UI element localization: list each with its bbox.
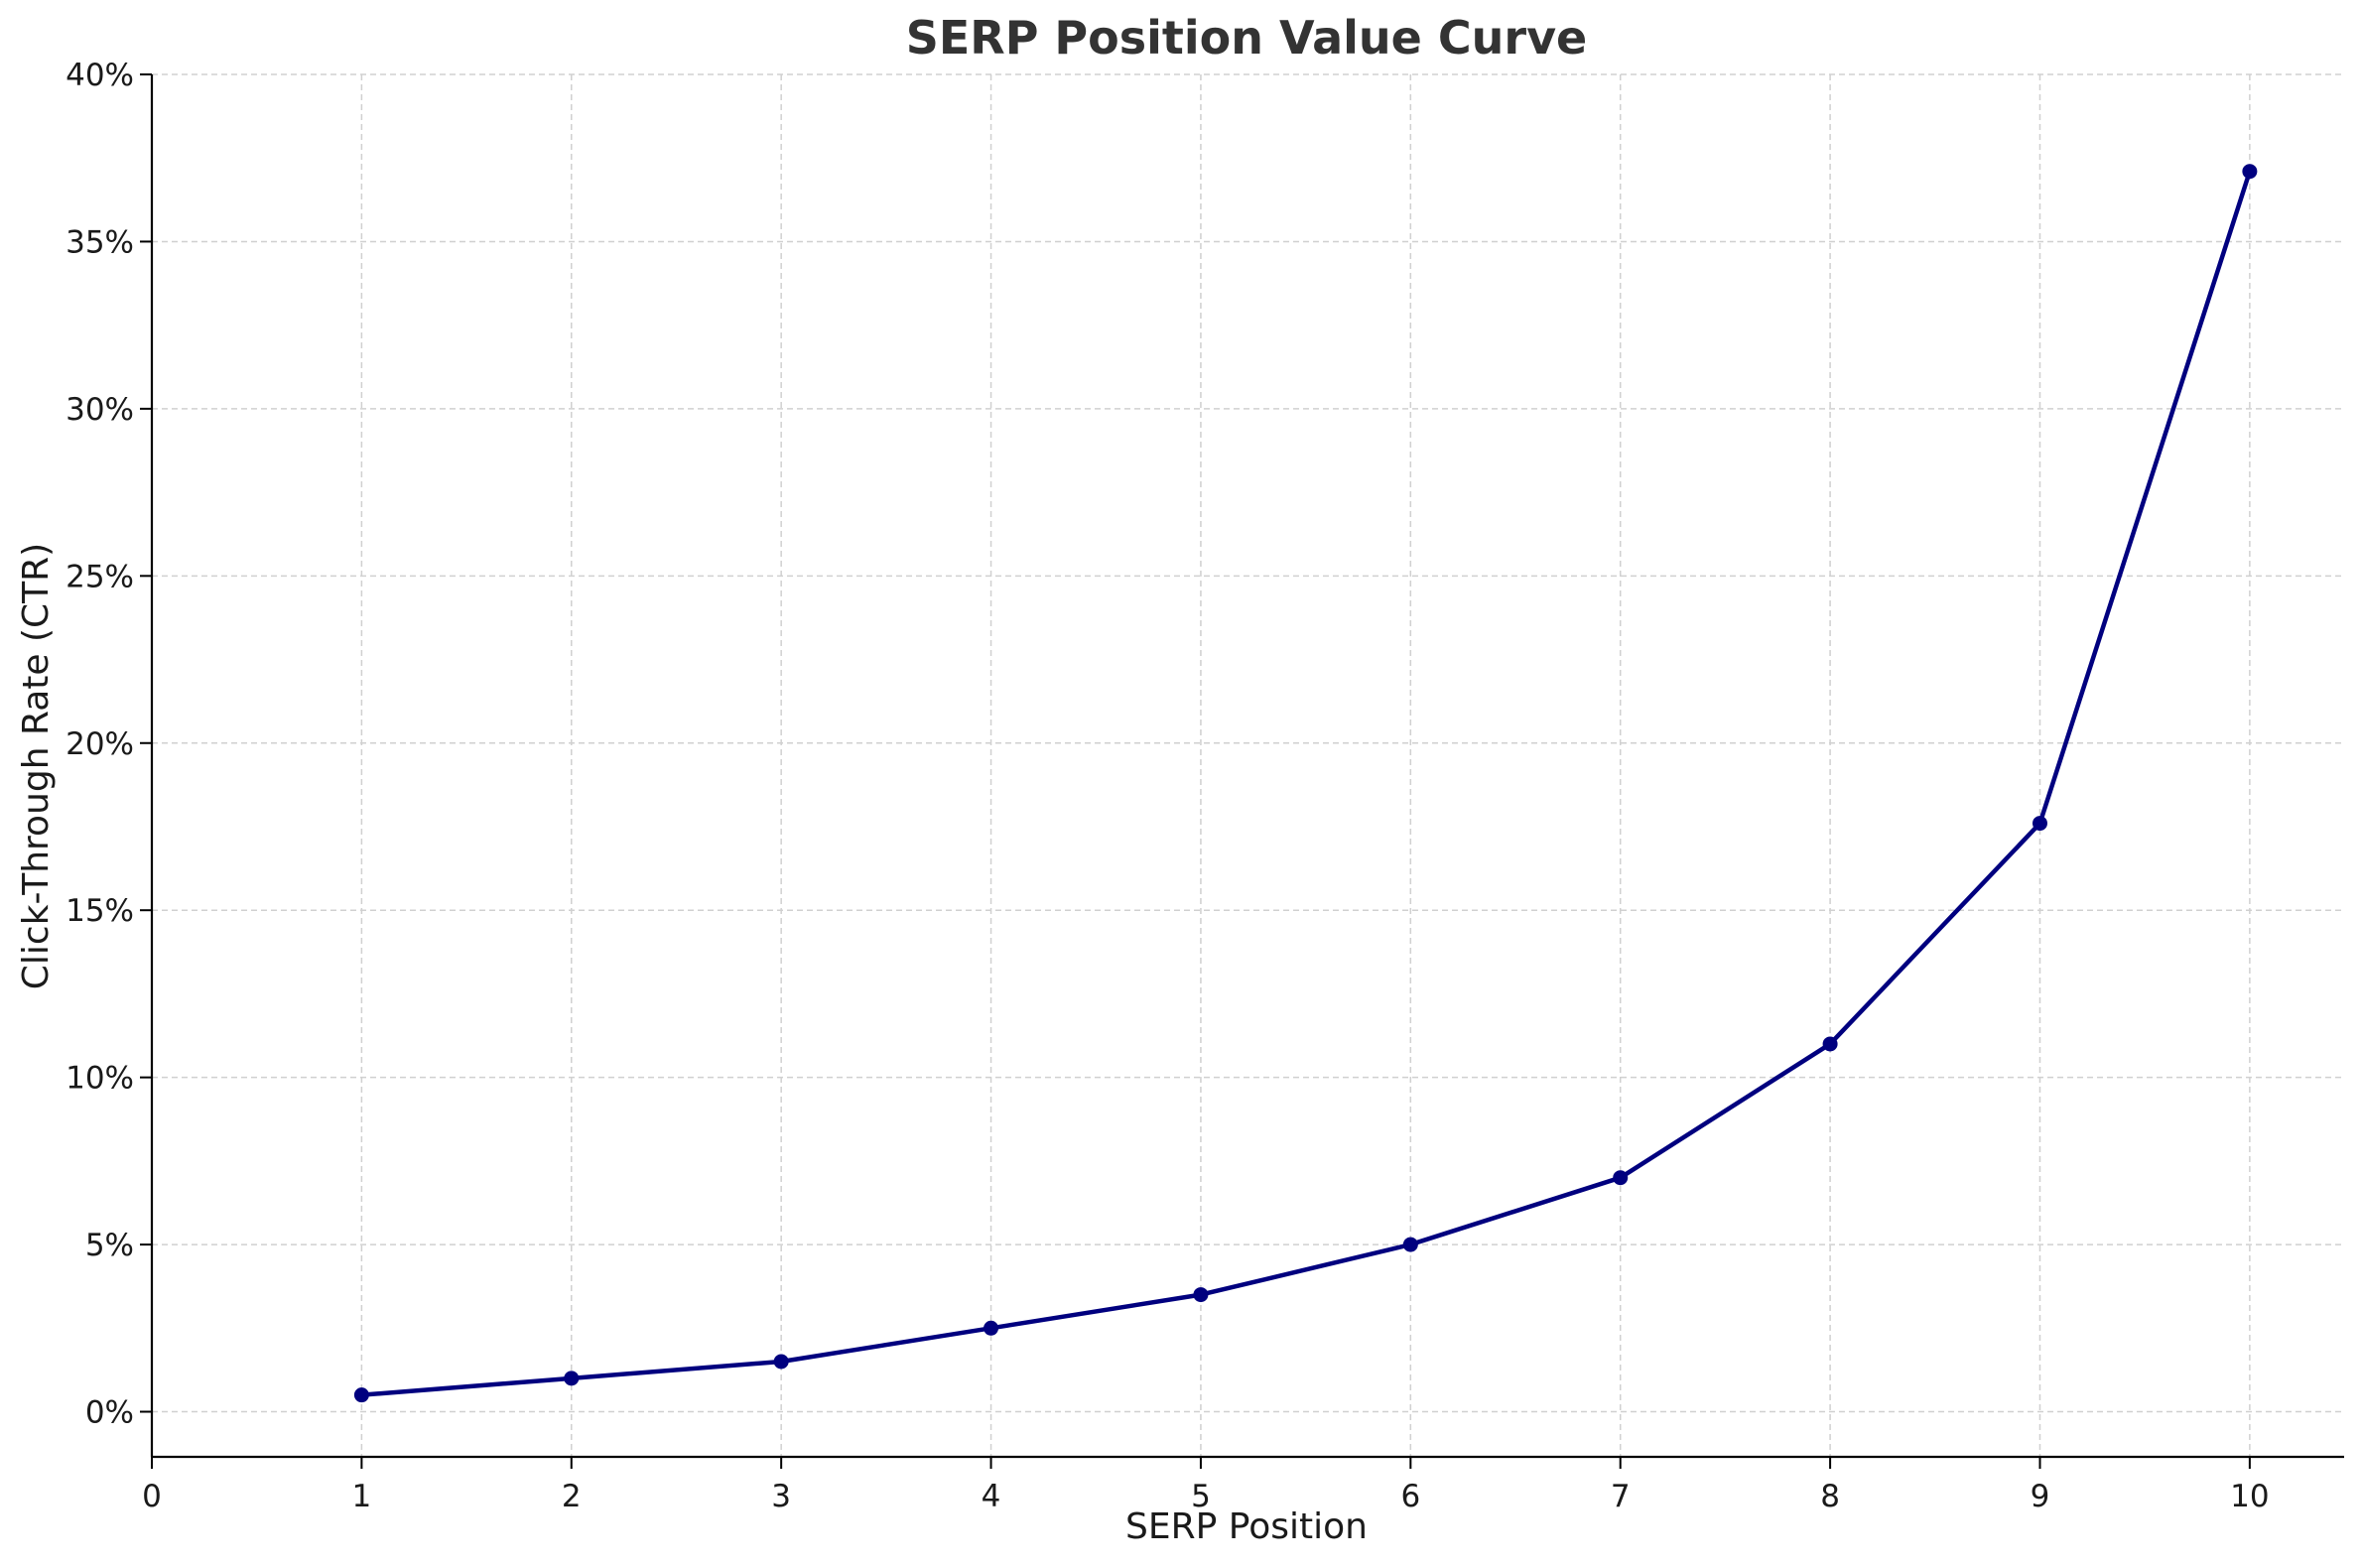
y-tick-label: 20%	[66, 726, 134, 762]
y-tick-label: 5%	[85, 1228, 134, 1263]
data-point	[2242, 164, 2258, 180]
x-tick-label: 10	[2230, 1479, 2269, 1514]
data-point	[2032, 816, 2047, 832]
data-point	[1193, 1287, 1209, 1303]
x-tick-label: 7	[1611, 1479, 1631, 1514]
x-tick-label: 5	[1191, 1479, 1211, 1514]
x-tick-label: 2	[562, 1479, 582, 1514]
x-tick-label: 1	[352, 1479, 372, 1514]
y-tick-label: 10%	[66, 1061, 134, 1097]
data-point	[1613, 1170, 1629, 1186]
y-tick-label: 15%	[66, 893, 134, 929]
y-tick-label: 35%	[66, 224, 134, 260]
x-tick-label: 8	[1820, 1479, 1840, 1514]
y-tick-label: 25%	[66, 559, 134, 594]
chart-title: SERP Position Value Curve	[906, 11, 1588, 65]
data-point	[564, 1371, 580, 1386]
data-point	[984, 1320, 999, 1336]
y-tick-label: 40%	[66, 58, 134, 93]
data-point	[1822, 1036, 1838, 1052]
ticks-layer: 0% 5% 10% 15% 20% 25% 30% 35% 40% 0 1 2 3 4 5 6 7 8 9 10	[66, 58, 2270, 1514]
grid-layer	[152, 73, 2344, 1457]
y-tick-label: 0%	[85, 1395, 134, 1431]
x-tick-label: 4	[982, 1479, 1001, 1514]
x-tick-label: 6	[1400, 1479, 1420, 1514]
series-layer	[353, 164, 2258, 1403]
data-point	[353, 1387, 369, 1403]
data-point	[773, 1354, 789, 1370]
x-tick-label: 0	[142, 1479, 162, 1514]
y-axis-label: Click-Through Rate (CTR)	[16, 543, 57, 989]
data-point	[1402, 1237, 1418, 1252]
x-axis-label: SERP Position	[1125, 1506, 1368, 1547]
x-tick-label: 9	[2031, 1479, 2050, 1514]
axes-layer	[150, 74, 2344, 1459]
y-tick-label: 30%	[66, 392, 134, 428]
series-line	[361, 171, 2253, 1397]
x-tick-label: 3	[771, 1479, 791, 1514]
